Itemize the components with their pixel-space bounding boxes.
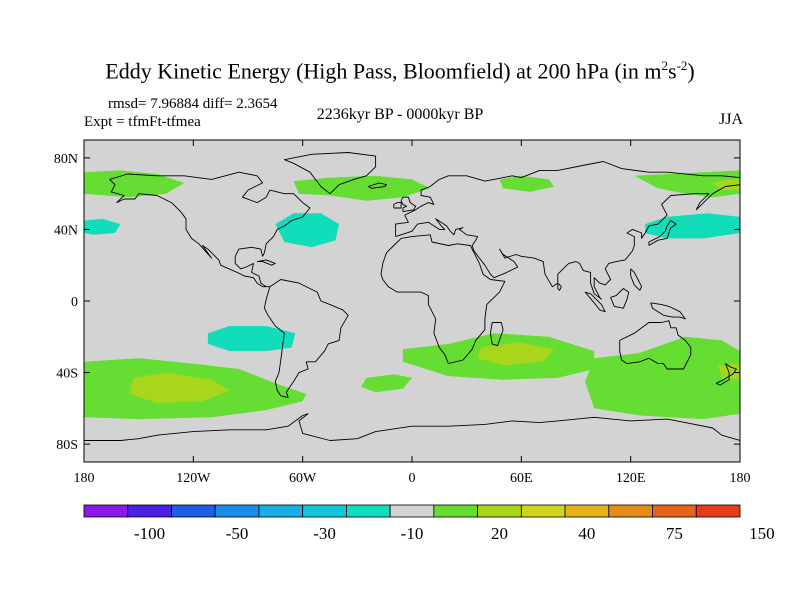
north-america-coast (109, 171, 311, 288)
new-guinea-coast (650, 302, 686, 320)
cuba-coast (257, 259, 276, 266)
colorbar-label: 20 (491, 524, 508, 543)
lat-tick-label: 40N (54, 223, 78, 238)
coastlines (84, 152, 740, 441)
colorbar: -100 -50 -30 -10 20 40 75 150 (83, 504, 775, 543)
colorbar-swatch (564, 504, 610, 518)
colorbar-swatch (608, 504, 653, 518)
region-se-pacific-cyan (207, 326, 296, 352)
lon-tick-label: 180 (730, 471, 751, 486)
experiment-label: Expt = tfmFt-tfmea (84, 114, 201, 130)
lat-tick-label: 80N (54, 152, 78, 167)
lat-tick-label: 40S (56, 367, 78, 382)
period-label: 2236kyr BP - 0000kyr BP (316, 106, 484, 123)
colorbar-swatch (652, 504, 697, 518)
region-n-pacific-band-east (634, 170, 740, 198)
colorbar-label: -30 (313, 524, 336, 543)
region-s-atlantic-green (361, 374, 412, 393)
lon-tick-label: 60W (289, 471, 317, 486)
colorbar-label: 40 (578, 524, 595, 543)
colorbar-label: -100 (134, 524, 165, 543)
lon-tick-label: 120W (176, 471, 211, 486)
region-n-atlantic-band (293, 175, 431, 201)
colorbar-swatch (389, 504, 435, 518)
rmsd-label: rmsd= 7.96884 diff= 2.3654 (108, 96, 278, 112)
colorbar-swatch (302, 504, 347, 518)
region-w-pacific-cyan-west (84, 218, 121, 235)
colorbar-swatch (258, 504, 304, 518)
colorbar-swatch (345, 504, 391, 518)
uk-coast (400, 196, 417, 213)
lon-tick-label: 180 (74, 471, 95, 486)
lon-tick-label: 120E (616, 471, 646, 486)
iceland-coast (368, 182, 387, 189)
colorbar-label: -50 (226, 524, 249, 543)
season-label: JJA (718, 111, 743, 128)
region-arctic-north-asia (499, 175, 555, 192)
colorbar-swatch (83, 504, 129, 518)
lon-tick-label: 0 (409, 471, 416, 486)
plot-title: Eddy Kinetic Energy (High Pass, Bloomfie… (0, 58, 800, 84)
region-w-atlantic-cyan (275, 213, 340, 248)
ireland-coast (393, 202, 402, 209)
sumatra-coast (584, 291, 606, 313)
eurasia-coast (395, 161, 740, 300)
colorbar-swatch (520, 504, 566, 518)
australia-coast (619, 320, 692, 370)
region-n-pacific-yellow-patch (712, 179, 740, 191)
colorbar-swatch (127, 504, 172, 518)
sri-lanka-coast (557, 282, 562, 291)
philippines-coast (630, 268, 643, 291)
colorbar-swatch (695, 504, 741, 518)
colorbar-swatch (477, 504, 522, 518)
region-s-pacific-yellow (129, 372, 230, 403)
japan-coast (648, 220, 677, 246)
field-regions (84, 170, 740, 420)
africa-coast (380, 234, 506, 365)
new-zealand-coast (715, 363, 737, 386)
title-unit-sup1: 2 (661, 58, 669, 73)
colorbar-swatch (171, 504, 216, 518)
lat-tick-label: 80S (56, 438, 78, 453)
title-unit-sup2: -2 (676, 58, 688, 73)
colorbar-swatch (214, 504, 260, 518)
antarctica-coast (84, 413, 740, 441)
title-close: ) (687, 58, 695, 84)
region-s-indian-yellow (477, 342, 555, 366)
greenland-coast (283, 152, 377, 195)
colorbar-label: -10 (401, 524, 424, 543)
lat-axis: 80N 40N 0 40S 80S (54, 152, 740, 453)
south-america-coast (263, 279, 349, 399)
lat-tick-label: 0 (71, 295, 78, 310)
colorbar-label: 75 (666, 524, 683, 543)
madagascar-coast (489, 322, 504, 347)
region-n-pacific-band-west (84, 170, 185, 198)
borneo-coast (610, 288, 630, 309)
title-text: Eddy Kinetic Energy (High Pass, Bloomfie… (105, 58, 662, 84)
region-s-australia-green (585, 336, 740, 420)
title-unit-mid: s (668, 58, 677, 84)
colorbar-label: 150 (749, 524, 775, 543)
colorbar-swatch (433, 504, 479, 518)
lon-tick-label: 60E (510, 471, 533, 486)
lon-axis: 180 120W 60W 0 60E 120E 180 (74, 140, 751, 486)
